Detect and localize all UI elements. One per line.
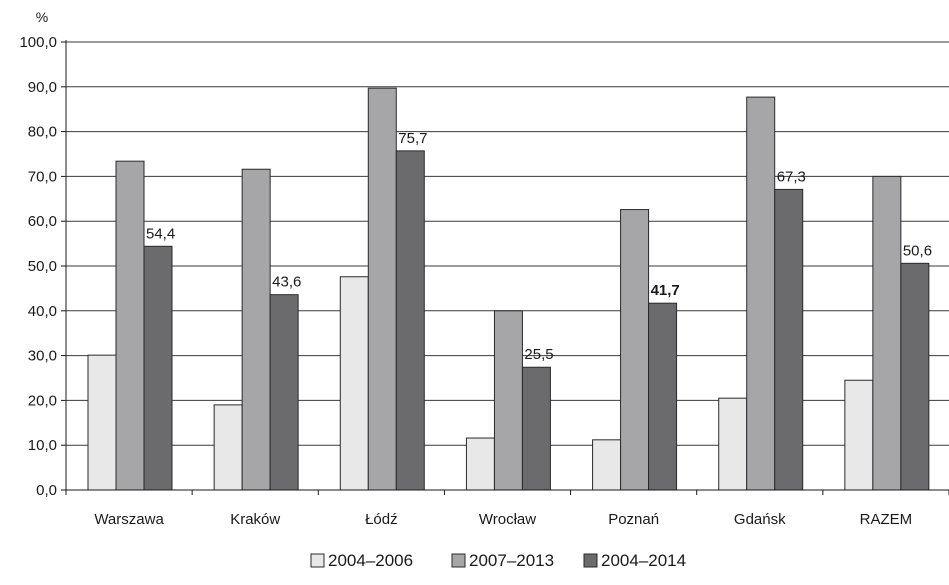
y-axis-ticks: 0,0 10,0 20,0 30,0 40,0 50,0 60,0 70,0 80,0 90,0 1… — [19, 34, 66, 499]
y-tick-label: 90,0 — [28, 79, 57, 96]
legend-swatch — [451, 553, 466, 568]
bar-kraków-2 — [241, 168, 271, 491]
data-label: 75,7 — [398, 130, 427, 147]
bar-poznań-1 — [592, 439, 622, 491]
y-tick-label: 0,0 — [36, 482, 57, 499]
category-label: Łódź — [365, 511, 398, 528]
bar-poznań-3 — [648, 302, 678, 491]
bar-gdańsk-2 — [746, 96, 776, 491]
legend-label: 2004–2014 — [601, 551, 686, 570]
data-label: 43,6 — [272, 274, 301, 291]
y-tick-label: 50,0 — [28, 258, 57, 275]
data-label: 41,7 — [651, 282, 680, 299]
bar-wrocław-2 — [493, 310, 523, 491]
y-tick-label: 20,0 — [28, 392, 57, 409]
bars — [87, 87, 930, 491]
gridlines — [66, 41, 949, 446]
y-tick-label: 60,0 — [28, 213, 57, 230]
bar-łódź-1 — [339, 276, 369, 491]
bar-łódź-2 — [367, 87, 397, 491]
y-tick-label: 80,0 — [28, 124, 57, 141]
data-label: 25,5 — [524, 346, 553, 363]
bar-warszawa-1 — [87, 354, 117, 491]
bar-warszawa-3 — [143, 245, 173, 491]
legend-swatch — [583, 553, 598, 568]
y-tick-label: 40,0 — [28, 303, 57, 320]
category-label: Warszawa — [94, 511, 164, 528]
bar-razem-3 — [900, 262, 930, 491]
data-label: 54,4 — [146, 225, 175, 242]
bar-gdańsk-3 — [774, 188, 804, 491]
legend-label: 2007–2013 — [469, 551, 554, 570]
category-label: Poznań — [608, 511, 659, 528]
bar-wrocław-3 — [521, 366, 551, 491]
bar-warszawa-2 — [115, 160, 145, 491]
category-label: Gdańsk — [734, 511, 786, 528]
y-tick-label: 30,0 — [28, 348, 57, 365]
data-label: 50,6 — [903, 242, 932, 259]
category-labels: Warszawa Kraków Łódź Wrocław Poznań Gdańsk RAZ… — [94, 511, 912, 528]
category-label: RAZEM — [860, 511, 913, 528]
y-axis-unit-label: % — [36, 9, 48, 25]
y-tick-label: 10,0 — [28, 437, 57, 454]
bar-razem-2 — [872, 175, 902, 491]
bar-gdańsk-1 — [718, 397, 748, 491]
axes — [65, 40, 949, 495]
data-labels: 54,4 43,6 75,7 25,5 41,7 67,3 50,6 — [146, 130, 932, 363]
legend-label: 2004–2006 — [328, 551, 413, 570]
bar-razem-1 — [844, 379, 874, 491]
bar-poznań-2 — [620, 209, 650, 491]
bar-kraków-1 — [213, 404, 243, 491]
y-tick-label: 100,0 — [19, 34, 57, 51]
data-label: 67,3 — [777, 168, 806, 185]
y-tick-label: 70,0 — [28, 168, 57, 185]
bar-wrocław-1 — [465, 437, 495, 491]
bar-kraków-3 — [269, 294, 299, 491]
legend: 2004–2006 2007–2013 2004–2014 — [310, 551, 686, 570]
legend-swatch — [310, 553, 325, 568]
category-label: Kraków — [230, 511, 280, 528]
category-label: Wrocław — [479, 511, 536, 528]
bar-łódź-3 — [395, 150, 425, 491]
